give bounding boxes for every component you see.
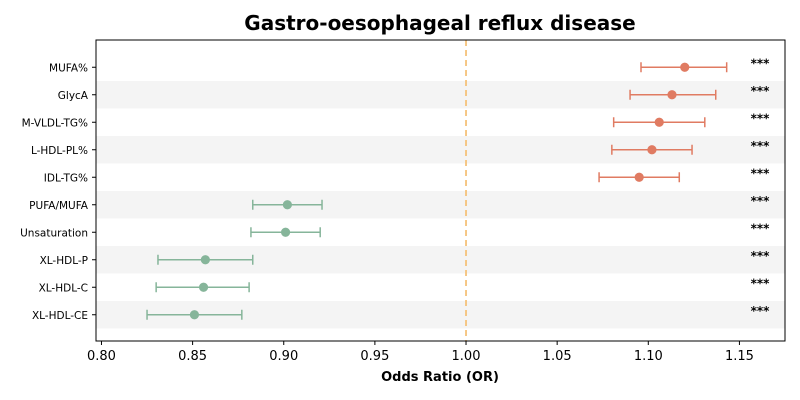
x-tick-label: 0.90 — [269, 349, 298, 364]
forest-row: GlycA *** — [58, 84, 770, 102]
x-axis-label: Odds Ratio (OR) — [381, 370, 499, 385]
forest-row: IDL-TG% *** — [44, 166, 770, 184]
significance-label: *** — [751, 84, 771, 98]
x-tick-label: 0.80 — [87, 349, 116, 364]
significance-label: *** — [751, 276, 771, 290]
significance-label: *** — [751, 166, 771, 180]
forest-row: MUFA% *** — [49, 56, 770, 74]
significance-label: *** — [751, 111, 771, 125]
significance-label: *** — [751, 56, 771, 70]
significance-label: *** — [751, 139, 771, 153]
x-axis: 0.80 0.85 0.90 0.95 1.00 1.05 1.10 1.15 — [87, 341, 754, 364]
odds-ratio-point — [654, 117, 664, 127]
odds-ratio-point — [647, 145, 657, 155]
significance-label: *** — [751, 221, 771, 235]
plot-frame — [95, 39, 786, 342]
odds-ratio-point — [189, 310, 200, 320]
forest-row: M-VLDL-TG% *** — [22, 111, 771, 129]
y-tick-label: PUFA/MUFA — [29, 200, 89, 212]
y-tick-label: IDL-TG% — [44, 172, 88, 184]
odds-ratio-point — [680, 62, 690, 72]
y-tick-label: L-HDL-PL% — [31, 145, 88, 157]
odds-ratio-point — [200, 255, 210, 265]
chart-title: Gastro-oesophageal reflux disease — [244, 11, 635, 35]
significance-label: *** — [751, 194, 771, 208]
y-tick-label: XL-HDL-C — [39, 282, 88, 294]
odds-ratio-point — [198, 282, 209, 292]
forest-row: PUFA/MUFA *** — [29, 194, 770, 212]
y-tick-label: M-VLDL-TG% — [22, 117, 88, 129]
x-tick-label: 0.95 — [360, 349, 389, 364]
y-tick-label: XL-HDL-CE — [32, 310, 88, 322]
x-tick-label: 1.00 — [452, 349, 481, 364]
y-tick-label: XL-HDL-P — [40, 255, 88, 267]
forest-row: XL-HDL-C *** — [39, 276, 771, 294]
x-tick-label: 1.10 — [634, 349, 663, 364]
significance-label: *** — [751, 249, 771, 263]
forest-row: L-HDL-PL% *** — [31, 139, 770, 157]
row-band — [96, 191, 785, 219]
row-bands — [96, 81, 785, 329]
y-tick-label: MUFA% — [49, 62, 88, 74]
x-tick-label: 0.85 — [178, 349, 207, 364]
odds-ratio-point — [280, 227, 291, 237]
forest-row: XL-HDL-P *** — [40, 249, 771, 267]
odds-ratio-point — [634, 172, 644, 182]
y-tick-label: GlycA — [58, 90, 89, 102]
odds-ratio-point — [667, 90, 677, 100]
x-tick-label: 1.05 — [543, 349, 572, 364]
x-tick-label: 1.15 — [725, 349, 754, 364]
odds-ratio-point — [282, 200, 292, 210]
y-tick-label: Unsaturation — [20, 227, 88, 239]
forest-row: Unsaturation *** — [20, 221, 770, 239]
forest-row: XL-HDL-CE *** — [32, 304, 770, 322]
rows: MUFA% *** GlycA *** M-VLDL-TG% *** L-HDL-PL% **… — [20, 56, 770, 322]
significance-label: *** — [751, 304, 771, 318]
